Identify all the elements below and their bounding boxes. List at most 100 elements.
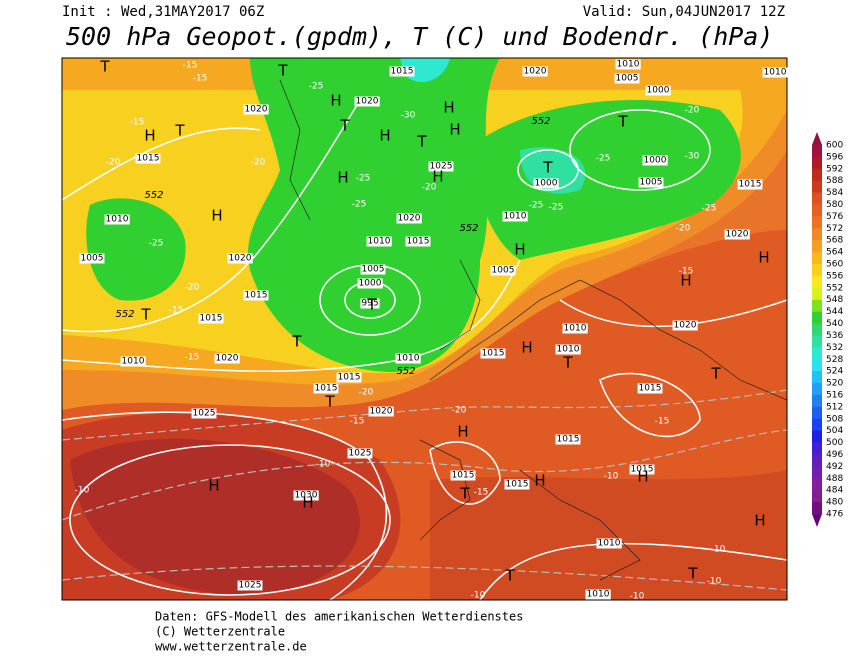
pressure-center: H xyxy=(379,127,390,145)
colorbar-segment xyxy=(812,359,822,372)
isobar-label: 1025 xyxy=(349,449,372,459)
isobar-label-box xyxy=(389,66,415,77)
isobar-label: 1020 xyxy=(229,254,252,264)
pressure-center: H xyxy=(443,99,454,117)
isobar-label: 995 xyxy=(361,299,378,309)
colorbar-label: 480 xyxy=(826,498,843,508)
isobar xyxy=(62,99,361,333)
isobar-label-box xyxy=(737,179,763,190)
pressure-center: T xyxy=(710,365,721,383)
pressure-center: H xyxy=(330,92,341,110)
isobar-label: 1000 xyxy=(644,156,667,166)
isobar-label-box xyxy=(522,66,548,77)
colorbar-label: 548 xyxy=(826,295,843,305)
colorbar-arrow xyxy=(812,514,822,527)
isobar-label: 1000 xyxy=(535,179,558,189)
temperature-label: -10 xyxy=(316,460,331,470)
isobar-label: 1015 xyxy=(407,237,430,247)
temperature-label: -25 xyxy=(596,154,611,164)
colorbar-label: 544 xyxy=(826,307,843,317)
footer-line: (C) Wetterzentrale xyxy=(155,625,285,639)
colorbar-segment xyxy=(812,347,822,360)
pressure-center: H xyxy=(758,249,769,267)
colorbar-segment xyxy=(812,264,822,277)
colorbar-segment xyxy=(812,240,822,253)
pressure-center: H xyxy=(432,168,443,186)
isobar-label-box xyxy=(120,356,146,367)
isobar-label-box xyxy=(227,253,253,264)
isobar-label: 1010 xyxy=(587,590,610,600)
isotherm xyxy=(62,565,787,591)
temperature-label: -10 xyxy=(707,577,722,587)
temperature-label: -25 xyxy=(702,204,717,214)
isobar-label-box xyxy=(214,353,240,364)
temperature-label: -20 xyxy=(676,224,691,234)
isobar-label-box xyxy=(360,298,380,309)
isobar-label-box xyxy=(360,264,386,275)
pressure-center: T xyxy=(140,306,151,324)
temperature-label: -20 xyxy=(106,158,121,168)
colorbar-label: 560 xyxy=(826,260,843,270)
colorbar-label: 520 xyxy=(826,379,843,389)
colorbar-label: 528 xyxy=(826,355,843,365)
pressure-center: H xyxy=(637,468,648,486)
colorbar-segment xyxy=(812,275,822,289)
isobar-label: 1020 xyxy=(726,230,749,240)
isobar-label: 1020 xyxy=(398,214,421,224)
footer-line: www.wetterzentrale.de xyxy=(155,640,307,654)
colorbar-label: 536 xyxy=(826,331,843,341)
colorbar-segment xyxy=(812,502,822,515)
pressure-center: H xyxy=(754,512,765,530)
temperature-label: -15 xyxy=(193,74,208,84)
pressure-center: T xyxy=(99,58,110,76)
pressure-center: H xyxy=(302,494,313,512)
colorbar-segment xyxy=(812,156,822,170)
temperature-label: -25 xyxy=(352,200,367,210)
isobar xyxy=(429,441,501,505)
isobar-label: 1015 xyxy=(391,67,414,77)
isobar-label: 1015 xyxy=(137,154,160,164)
isobar-label: 1000 xyxy=(647,86,670,96)
isobar-label: 1010 xyxy=(397,354,420,364)
isobar-label-box xyxy=(615,59,641,70)
isobar-label: 1005 xyxy=(616,74,639,84)
map-area xyxy=(62,58,787,600)
footer-line: Daten: GFS-Modell des amerikanischen Wet… xyxy=(155,610,523,624)
red-zone xyxy=(430,470,787,600)
isobar-label-box xyxy=(293,490,319,501)
colorbar-label: 476 xyxy=(826,510,843,520)
pressure-center: H xyxy=(449,121,460,139)
pressure-center: H xyxy=(208,477,219,495)
colorbar-label: 496 xyxy=(826,450,843,460)
map-frame xyxy=(61,57,788,601)
colorbar-label: 552 xyxy=(826,283,843,293)
temperature-label: -20 xyxy=(359,388,374,398)
isobar-label-box xyxy=(502,211,528,222)
isobar-label: 1020 xyxy=(370,407,393,417)
temperature-label: -30 xyxy=(401,111,416,121)
pressure-center: H xyxy=(521,339,532,357)
colorbar-label: 540 xyxy=(826,319,843,329)
colorbar-label: 580 xyxy=(826,200,843,210)
isobar-label-box xyxy=(555,344,581,355)
colorbar-label: 508 xyxy=(826,414,843,424)
valid-time: Valid: Sun,04JUN2017 12Z xyxy=(583,4,785,20)
isobar-label-box xyxy=(596,538,622,549)
isobar-label-box xyxy=(724,229,750,240)
isobar-label-box xyxy=(347,448,373,459)
colorbar-label: 556 xyxy=(826,271,843,281)
isobar-label-box xyxy=(354,96,380,107)
colorbar-label: 564 xyxy=(826,248,843,258)
isobar-label-box xyxy=(637,383,663,394)
colorbar-label: 484 xyxy=(826,486,843,496)
contour-label: 552 xyxy=(115,309,134,320)
green-zone xyxy=(247,58,500,372)
pressure-center: T xyxy=(617,113,628,131)
isobar-label-box xyxy=(198,313,224,324)
temperature-label: -15 xyxy=(679,267,694,277)
temperature-label: -15 xyxy=(130,118,145,128)
isobar-label: 1020 xyxy=(356,97,379,107)
